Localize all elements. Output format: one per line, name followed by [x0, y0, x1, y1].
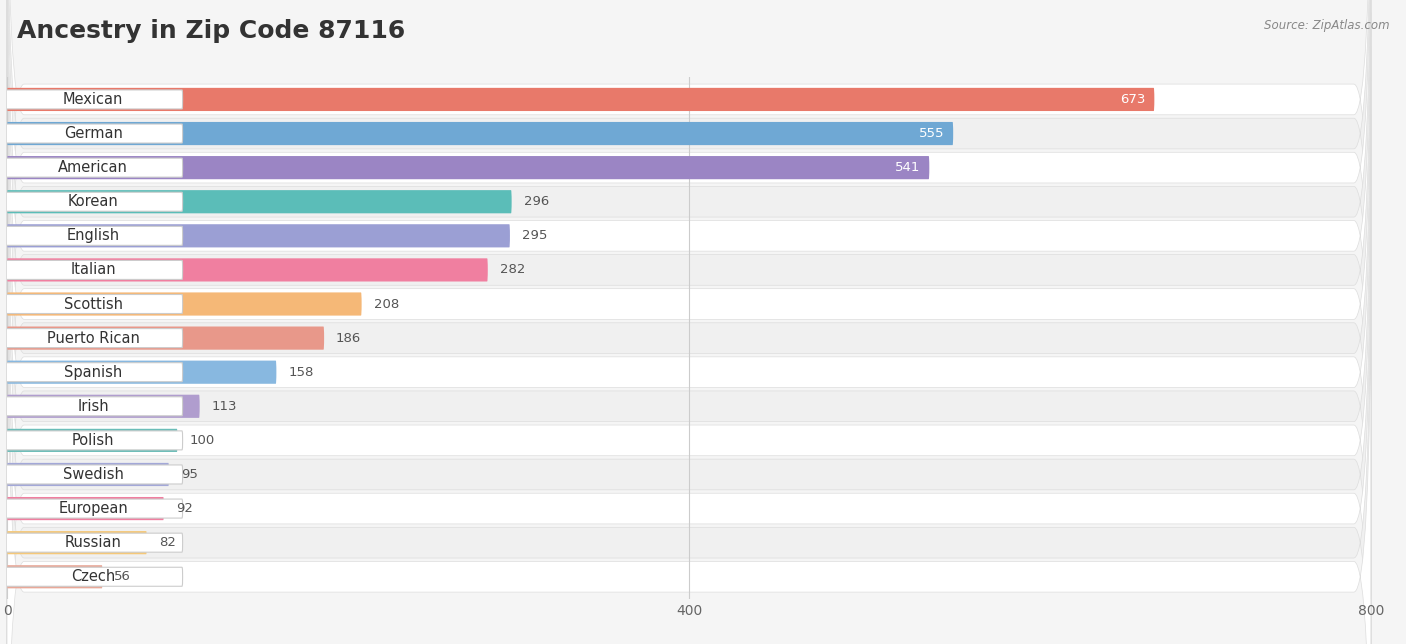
- Text: 95: 95: [181, 468, 198, 481]
- Text: 673: 673: [1121, 93, 1146, 106]
- FancyBboxPatch shape: [4, 192, 183, 211]
- Text: 208: 208: [374, 298, 399, 310]
- FancyBboxPatch shape: [7, 327, 325, 350]
- Text: 82: 82: [159, 536, 176, 549]
- Text: Irish: Irish: [77, 399, 108, 414]
- FancyBboxPatch shape: [7, 251, 1371, 644]
- FancyBboxPatch shape: [7, 395, 200, 418]
- FancyBboxPatch shape: [7, 565, 103, 589]
- FancyBboxPatch shape: [4, 499, 183, 518]
- FancyBboxPatch shape: [4, 533, 183, 552]
- Text: 158: 158: [288, 366, 314, 379]
- Text: Swedish: Swedish: [63, 467, 124, 482]
- Text: Mexican: Mexican: [63, 92, 124, 107]
- Text: English: English: [66, 229, 120, 243]
- Text: Czech: Czech: [70, 569, 115, 584]
- FancyBboxPatch shape: [7, 183, 1371, 644]
- Text: Korean: Korean: [67, 194, 118, 209]
- Text: 295: 295: [522, 229, 547, 242]
- Text: 555: 555: [920, 127, 945, 140]
- FancyBboxPatch shape: [7, 122, 953, 145]
- Text: 113: 113: [211, 400, 238, 413]
- Text: Puerto Rican: Puerto Rican: [46, 330, 139, 346]
- FancyBboxPatch shape: [4, 363, 183, 382]
- Text: Source: ZipAtlas.com: Source: ZipAtlas.com: [1264, 19, 1389, 32]
- FancyBboxPatch shape: [7, 0, 1371, 493]
- Text: 56: 56: [114, 570, 131, 583]
- Text: German: German: [63, 126, 122, 141]
- FancyBboxPatch shape: [7, 0, 1371, 425]
- FancyBboxPatch shape: [7, 156, 929, 179]
- FancyBboxPatch shape: [7, 80, 1371, 644]
- Text: 186: 186: [336, 332, 361, 345]
- FancyBboxPatch shape: [4, 226, 183, 245]
- FancyBboxPatch shape: [4, 328, 183, 348]
- FancyBboxPatch shape: [4, 260, 183, 279]
- FancyBboxPatch shape: [7, 217, 1371, 644]
- FancyBboxPatch shape: [7, 115, 1371, 644]
- Text: American: American: [58, 160, 128, 175]
- FancyBboxPatch shape: [7, 361, 277, 384]
- FancyBboxPatch shape: [4, 124, 183, 143]
- FancyBboxPatch shape: [4, 397, 183, 416]
- Text: Spanish: Spanish: [65, 365, 122, 380]
- FancyBboxPatch shape: [4, 465, 183, 484]
- FancyBboxPatch shape: [7, 429, 177, 452]
- FancyBboxPatch shape: [7, 88, 1154, 111]
- FancyBboxPatch shape: [7, 531, 146, 554]
- FancyBboxPatch shape: [4, 431, 183, 450]
- FancyBboxPatch shape: [7, 190, 512, 213]
- FancyBboxPatch shape: [7, 0, 1371, 459]
- Text: European: European: [58, 501, 128, 516]
- FancyBboxPatch shape: [7, 292, 361, 316]
- FancyBboxPatch shape: [7, 224, 510, 247]
- FancyBboxPatch shape: [7, 12, 1371, 644]
- FancyBboxPatch shape: [4, 158, 183, 177]
- FancyBboxPatch shape: [4, 294, 183, 314]
- FancyBboxPatch shape: [7, 497, 165, 520]
- FancyBboxPatch shape: [7, 463, 169, 486]
- Text: 296: 296: [523, 195, 548, 208]
- FancyBboxPatch shape: [4, 567, 183, 586]
- FancyBboxPatch shape: [7, 0, 1371, 527]
- Text: 100: 100: [190, 434, 215, 447]
- Text: Russian: Russian: [65, 535, 121, 550]
- FancyBboxPatch shape: [7, 46, 1371, 644]
- Text: Ancestry in Zip Code 87116: Ancestry in Zip Code 87116: [17, 19, 405, 43]
- Text: Polish: Polish: [72, 433, 114, 448]
- FancyBboxPatch shape: [4, 90, 183, 109]
- FancyBboxPatch shape: [7, 0, 1371, 630]
- Text: Italian: Italian: [70, 262, 115, 278]
- Text: 282: 282: [499, 263, 524, 276]
- FancyBboxPatch shape: [7, 149, 1371, 644]
- FancyBboxPatch shape: [7, 0, 1371, 562]
- Text: 541: 541: [896, 161, 921, 174]
- FancyBboxPatch shape: [7, 258, 488, 281]
- Text: 92: 92: [176, 502, 193, 515]
- Text: Scottish: Scottish: [63, 296, 122, 312]
- FancyBboxPatch shape: [7, 0, 1371, 596]
